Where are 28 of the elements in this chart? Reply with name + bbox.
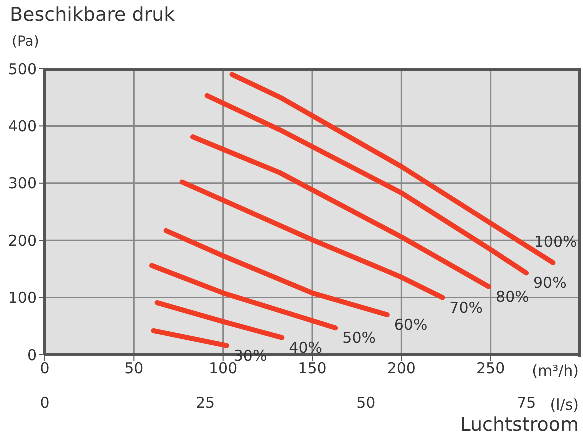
series-label: 40% <box>289 338 323 357</box>
y-tick-label: 200 <box>8 232 37 250</box>
x2-tick-label: 50 <box>356 394 377 412</box>
series-label: 100% <box>534 232 578 251</box>
y-tick-label: 400 <box>8 118 37 136</box>
y-tick-label: 300 <box>8 174 37 193</box>
x-axis-title: (m³/h) <box>532 362 579 380</box>
x2-axis-title: (l/s) <box>550 396 579 414</box>
series-label: 90% <box>534 274 567 292</box>
series-label: 70% <box>450 298 484 317</box>
y-axis-title: (Pa) <box>12 34 40 50</box>
series-label: 60% <box>394 316 428 334</box>
x-tick-label: 100 <box>209 360 238 378</box>
x-tick-label: 200 <box>387 360 416 378</box>
y-tick-label: 0 <box>27 346 37 364</box>
text: Luchtstroom <box>460 414 579 436</box>
y-tick-label: 100 <box>8 289 37 308</box>
x2-tick-label: 25 <box>195 394 216 412</box>
y-tick-label: 500 <box>8 60 37 78</box>
chart-title: Beschikbare druk <box>10 4 176 26</box>
x-tick-label: 50 <box>124 360 144 378</box>
series-label: 50% <box>342 329 376 348</box>
series-label: 80% <box>496 288 530 306</box>
x2-tick-label: 0 <box>39 394 51 412</box>
x-tick-label: 150 <box>298 360 327 378</box>
x-tick-label: 250 <box>476 360 506 378</box>
x-tick-label: 0 <box>40 360 50 378</box>
x2-tick-label: 75 <box>517 394 536 412</box>
